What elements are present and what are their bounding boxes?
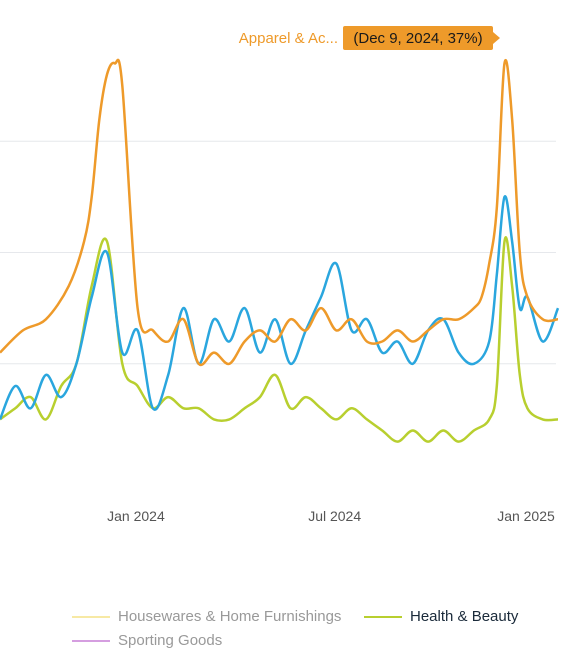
legend-item-health-beauty[interactable]: Health & Beauty bbox=[364, 608, 518, 625]
line-chart: Jan 2024 Jul 2024 Jan 2025 Apparel & Ac...… bbox=[0, 26, 560, 524]
series-line-health-beauty bbox=[0, 236, 559, 443]
x-tick-label: Jul 2024 bbox=[308, 508, 361, 524]
legend-label-sporting-goods: Sporting Goods bbox=[118, 632, 223, 649]
tooltip-series-label: Apparel & Ac... bbox=[239, 30, 338, 47]
legend: Housewares & Home Furnishings Health & B… bbox=[0, 604, 568, 664]
x-tick-label: Jan 2024 bbox=[107, 508, 165, 524]
legend-swatch-housewares bbox=[72, 615, 110, 618]
series-line-electronics bbox=[0, 195, 560, 420]
legend-swatch-sporting-goods bbox=[72, 639, 110, 642]
x-axis-ticks: Jan 2024 Jul 2024 Jan 2025 bbox=[107, 508, 555, 524]
legend-swatch-health-beauty bbox=[364, 615, 402, 618]
tooltip-value-text: (Dec 9, 2024, 37%) bbox=[353, 30, 482, 47]
x-tick-label: Jan 2025 bbox=[497, 508, 555, 524]
tooltip-pointer bbox=[493, 32, 500, 44]
legend-item-sporting-goods[interactable]: Sporting Goods bbox=[72, 632, 222, 649]
legend-label-housewares: Housewares & Home Furnishings bbox=[118, 608, 342, 625]
series-line-apparel bbox=[0, 58, 559, 367]
tooltip-box bbox=[343, 26, 493, 50]
hover-tooltip: Apparel & Ac... (Dec 9, 2024, 37%) bbox=[239, 26, 500, 50]
gridlines bbox=[0, 140, 556, 365]
series-lines bbox=[0, 58, 560, 443]
legend-label-health-beauty: Health & Beauty bbox=[410, 608, 519, 625]
legend-item-housewares[interactable]: Housewares & Home Furnishings bbox=[72, 608, 341, 625]
